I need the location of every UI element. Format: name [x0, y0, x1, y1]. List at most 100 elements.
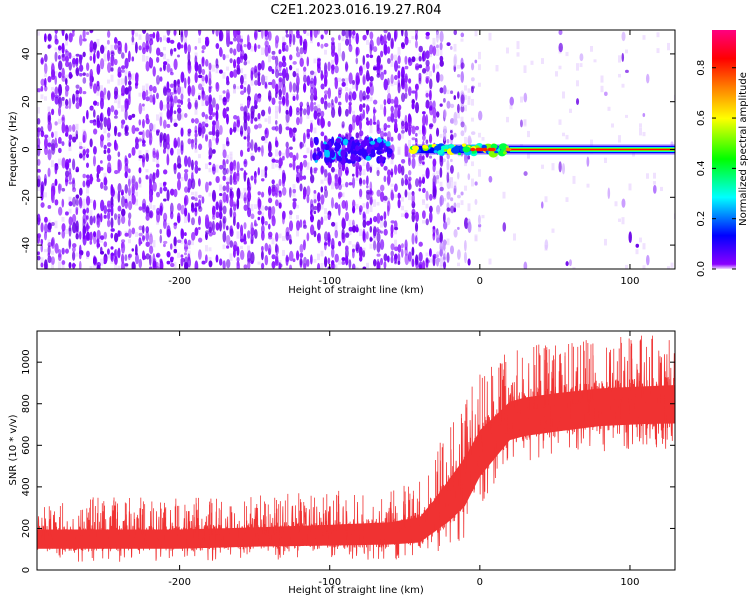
spectrogram-pixel [89, 119, 94, 124]
spectrogram-pixel [425, 218, 429, 226]
spectrogram-pixel [128, 218, 131, 227]
spectrogram-pixel [450, 181, 453, 189]
spectrogram-pixel [236, 86, 240, 90]
spectrogram-pixel [436, 64, 439, 69]
spectrogram-pixel [229, 165, 233, 175]
spectrogram-pixel [107, 219, 111, 228]
spectrogram-pixel [37, 251, 40, 256]
spectrogram-pixel [411, 246, 415, 257]
spectrogram-pixel [142, 202, 147, 213]
spectrogram-pixel [415, 102, 420, 114]
spectrogram-pixel [86, 225, 91, 230]
spectrogram-pixel [191, 159, 194, 171]
spectrogram-pixel [79, 146, 83, 150]
spectrogram-pixel [65, 162, 69, 170]
spectrogram-pixel [145, 174, 149, 179]
spectrogram-pixel [278, 95, 282, 101]
spectrogram-pixel [156, 252, 161, 258]
spectrogram-pixel [656, 32, 660, 38]
spectrogram-pixel [65, 126, 69, 134]
snr-line [37, 348, 675, 562]
spectrogram-pixel [184, 155, 188, 167]
spectrogram-pixel [261, 60, 265, 71]
spectrogram-pixel [376, 201, 380, 206]
spectral-line-blob [428, 144, 433, 148]
spectrogram-pixel [502, 191, 506, 199]
spectrogram-pixel [593, 59, 597, 63]
spectrogram-pixel [68, 208, 72, 214]
spectrogram-pixel [44, 231, 48, 241]
clutter-pixel [385, 141, 391, 147]
spectrogram-pixel [68, 181, 73, 185]
spectrogram-pixel [184, 42, 188, 51]
spectrogram-pixel [180, 31, 184, 38]
spectrogram-pixel [306, 75, 311, 87]
spectrogram-pixel [268, 185, 272, 196]
spectrogram-pixel [478, 169, 481, 177]
spectrogram-pixel [418, 251, 423, 262]
spectrogram-pixel [212, 64, 215, 72]
spectrogram-pixel [457, 91, 460, 99]
spectrogram-pixel [394, 164, 398, 176]
spectrogram-pixel [401, 129, 405, 134]
spectrogram-pixel [264, 129, 268, 135]
spectrogram-pixel [460, 121, 465, 128]
spectrogram-pixel [117, 71, 122, 78]
spectrogram-pixel [341, 34, 345, 38]
spectrogram-pixel [68, 61, 72, 71]
spectrogram-pixel [338, 167, 343, 178]
spectrogram-pixel [313, 210, 317, 215]
spectrogram-pixel [331, 102, 335, 111]
spectrogram-pixel [667, 266, 670, 269]
spectrogram-pixel [138, 167, 142, 174]
spectrogram-pixel [89, 199, 93, 203]
spectrogram-pixel [282, 95, 286, 106]
spectrogram-pixel [222, 90, 226, 94]
spectrogram-pixel [446, 238, 450, 246]
spectrogram-pixel [163, 35, 166, 41]
spectrogram-pixel [555, 71, 558, 77]
spectrogram-pixel [401, 92, 406, 103]
spectrogram-pixel [149, 94, 154, 103]
spectrogram-pixel [47, 75, 52, 83]
spectrogram-pixel [79, 253, 82, 260]
spectrogram-pixel [233, 30, 238, 38]
spectrogram-pixel [264, 242, 269, 252]
spectrogram-pixel [366, 220, 371, 226]
spectrogram-pixel [247, 197, 250, 210]
spectrogram-pixel [331, 238, 335, 250]
spectrogram-pixel [198, 83, 203, 91]
spectrogram-pixel [68, 158, 72, 163]
spectrogram-pixel [278, 60, 282, 72]
spectrogram-pixel [58, 158, 61, 165]
snr-spikes [44, 335, 670, 536]
spectrogram-pixel [352, 173, 355, 177]
spectrogram-pixel [317, 112, 321, 117]
spectrogram-pixel [299, 57, 304, 68]
spectrogram-pixel [439, 196, 443, 207]
spectrogram-pixel [152, 97, 156, 106]
spectrogram-pixel [656, 48, 660, 54]
spectrogram-pixel [471, 117, 474, 122]
spectrogram-pixel [425, 203, 429, 209]
spectrogram-pixel [65, 211, 69, 216]
clutter-pixel [321, 143, 326, 150]
spectrogram-pixel [345, 163, 348, 170]
spectrogram-pixel [471, 62, 475, 71]
spectrogram-pixel [205, 123, 209, 128]
spectrogram-pixel [79, 86, 83, 95]
spectrogram-pixel [208, 257, 212, 263]
spectrogram-pixel [320, 201, 324, 210]
spectrogram-pixel [117, 95, 121, 100]
spectrogram-pixel [404, 36, 409, 46]
spectrogram-pixel [261, 250, 264, 261]
spectrogram-pixel [173, 92, 177, 99]
spectrogram-pixel [72, 213, 77, 224]
spectrogram-pixel [79, 244, 82, 256]
spectrogram-pixel [184, 186, 189, 193]
spectrogram-pixel [37, 233, 42, 239]
spectrogram-pixel [156, 168, 160, 179]
spectrogram-pixel [128, 168, 131, 174]
spectrogram-pixel [124, 198, 128, 204]
spectrogram-pixel [446, 42, 451, 47]
